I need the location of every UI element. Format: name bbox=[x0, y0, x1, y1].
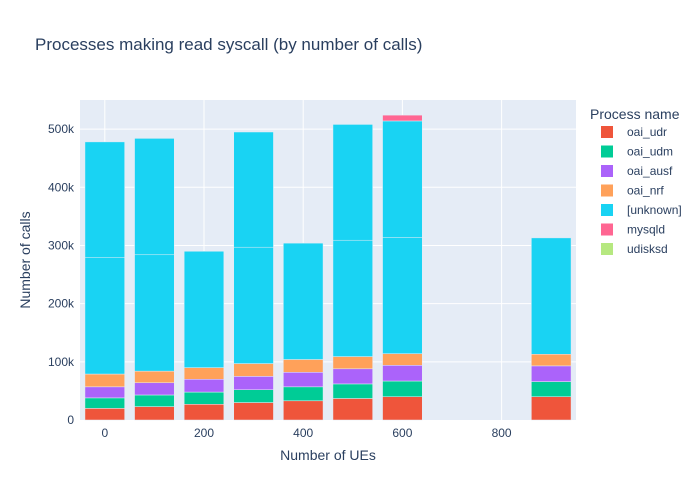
legend-label: mysqld bbox=[627, 223, 665, 237]
bars bbox=[84, 114, 572, 421]
bar-segment-oaiausf bbox=[283, 372, 324, 388]
legend-item[interactable]: udisksd bbox=[601, 242, 668, 256]
bar-segment-oaiausf bbox=[233, 376, 274, 390]
y-tick-label: 100k bbox=[48, 355, 75, 369]
legend-item[interactable]: oai_udr bbox=[601, 125, 667, 139]
bar-segment-unknown bbox=[332, 124, 373, 241]
x-tick-label: 600 bbox=[392, 426, 412, 440]
legend-item[interactable]: [unknown] bbox=[601, 203, 682, 217]
bar-segment-oaiudr bbox=[233, 402, 274, 421]
legend-swatch bbox=[601, 204, 613, 216]
bar-segment-unknown bbox=[183, 251, 225, 368]
bar-segment-oainrf bbox=[183, 367, 225, 380]
bar-segment-oaiudr bbox=[283, 400, 324, 421]
bar-segment-unknown bbox=[382, 237, 423, 354]
legend-label: oai_ausf bbox=[627, 164, 673, 178]
bar-segment-oaiudm bbox=[332, 383, 373, 399]
bar-segment-oaiudm bbox=[134, 394, 175, 407]
bar-segment-unknown bbox=[531, 237, 572, 355]
bar-segment-unknown bbox=[332, 239, 373, 357]
bar-segment-unknown bbox=[283, 242, 324, 360]
bar-segment-unknown bbox=[134, 254, 175, 372]
bar-segment-oainrf bbox=[382, 353, 423, 366]
bar-segment-mysqld bbox=[382, 114, 423, 122]
bar-segment-oaiudm bbox=[382, 380, 423, 397]
x-tick-label: 800 bbox=[492, 426, 512, 440]
legend-label: oai_nrf bbox=[627, 184, 664, 198]
bar-segment-oaiudr bbox=[134, 406, 175, 421]
bar-segment-unknown bbox=[233, 246, 274, 364]
bar-segment-oaiudr bbox=[84, 408, 125, 421]
y-tick-label: 400k bbox=[48, 180, 75, 194]
legend-swatch bbox=[601, 243, 613, 255]
bar-segment-oaiudm bbox=[183, 391, 225, 405]
bar-segment-oaiudr bbox=[332, 398, 373, 421]
bar-segment-unknown bbox=[84, 257, 125, 375]
legend-label: oai_udm bbox=[627, 145, 673, 159]
bar-segment-oaiausf bbox=[183, 379, 225, 393]
ticks: 0 100k 200k 300k 400k 500k 0 200 400 600 800 bbox=[48, 122, 512, 440]
bar-segment-oaiudm bbox=[283, 386, 324, 402]
bar-segment-unknown bbox=[233, 131, 274, 248]
bar-segment-unknown bbox=[382, 120, 423, 238]
legend-title: Process name bbox=[590, 106, 680, 122]
bar-segment-oaiausf bbox=[382, 365, 423, 382]
bar-segment-oainrf bbox=[233, 363, 274, 377]
bar-segment-oainrf bbox=[531, 354, 572, 367]
legend-item[interactable]: oai_ausf bbox=[601, 164, 673, 178]
x-axis-title: Number of UEs bbox=[280, 447, 376, 463]
bar-segment-unknown bbox=[134, 138, 175, 256]
bar-segment-oainrf bbox=[332, 356, 373, 370]
bar-segment-oaiausf bbox=[332, 368, 373, 385]
legend-swatch bbox=[601, 223, 613, 236]
legend-swatch bbox=[601, 145, 613, 158]
bar-segment-oainrf bbox=[84, 373, 125, 388]
bar-segment-unknown bbox=[84, 141, 125, 258]
y-tick-label: 0 bbox=[67, 413, 74, 427]
bar-segment-oaiudm bbox=[531, 381, 572, 397]
y-tick-label: 200k bbox=[48, 297, 75, 311]
legend-label: udisksd bbox=[627, 242, 668, 256]
bar-segment-oainrf bbox=[134, 370, 175, 384]
legend: Process name oai_udr oai_udm oai_ausf oai_n… bbox=[590, 106, 682, 256]
x-tick-label: 400 bbox=[293, 426, 313, 440]
bar-segment-oainrf bbox=[283, 359, 324, 373]
legend-label: oai_udr bbox=[627, 125, 667, 139]
legend-item[interactable]: oai_udm bbox=[601, 145, 673, 159]
bar-segment-oaiudr bbox=[382, 396, 423, 421]
bar-segment-oaiudm bbox=[233, 389, 274, 403]
bar-segment-oaiausf bbox=[134, 382, 175, 396]
legend-swatch bbox=[601, 165, 613, 177]
legend-swatch bbox=[601, 126, 613, 138]
y-tick-label: 500k bbox=[48, 122, 75, 136]
legend-swatch bbox=[601, 184, 613, 197]
bar-segment-oaiudr bbox=[531, 396, 572, 421]
bar-segment-oaiausf bbox=[84, 386, 125, 399]
x-tick-label: 200 bbox=[194, 426, 214, 440]
x-tick-label: 0 bbox=[101, 426, 108, 440]
legend-label: [unknown] bbox=[627, 203, 682, 217]
bar-segment-oaiudr bbox=[183, 404, 225, 421]
bar-segment-oaiausf bbox=[531, 365, 572, 382]
chart-title: Processes making read syscall (by number… bbox=[35, 35, 422, 54]
y-tick-label: 300k bbox=[48, 238, 75, 252]
y-axis-title: Number of calls bbox=[17, 211, 33, 308]
legend-item[interactable]: oai_nrf bbox=[601, 184, 664, 198]
bar-segment-oaiudm bbox=[84, 397, 125, 409]
legend-item[interactable]: mysqld bbox=[601, 223, 665, 237]
